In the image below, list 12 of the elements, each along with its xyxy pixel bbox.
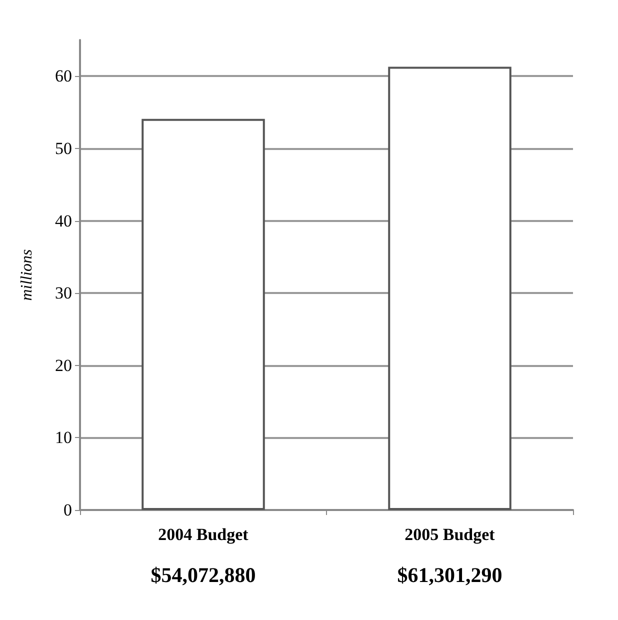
x-tick-label: 2004 Budget [158,525,249,544]
y-axis-title: millions [18,249,36,301]
x-tick-label: 2005 Budget [404,525,496,544]
y-tick-label: 20 [55,356,72,375]
y-tick-label: 60 [55,66,72,86]
text: $54,072,880 [150,563,256,587]
y-tick-label: 50 [55,138,72,158]
y-tick-label: 40 [55,211,72,230]
y-tick-label: 0 [64,500,72,520]
y-tick-label: 30 [55,284,72,303]
y-tick-label: 10 [55,428,72,448]
text: $61,301,290 [397,563,502,587]
